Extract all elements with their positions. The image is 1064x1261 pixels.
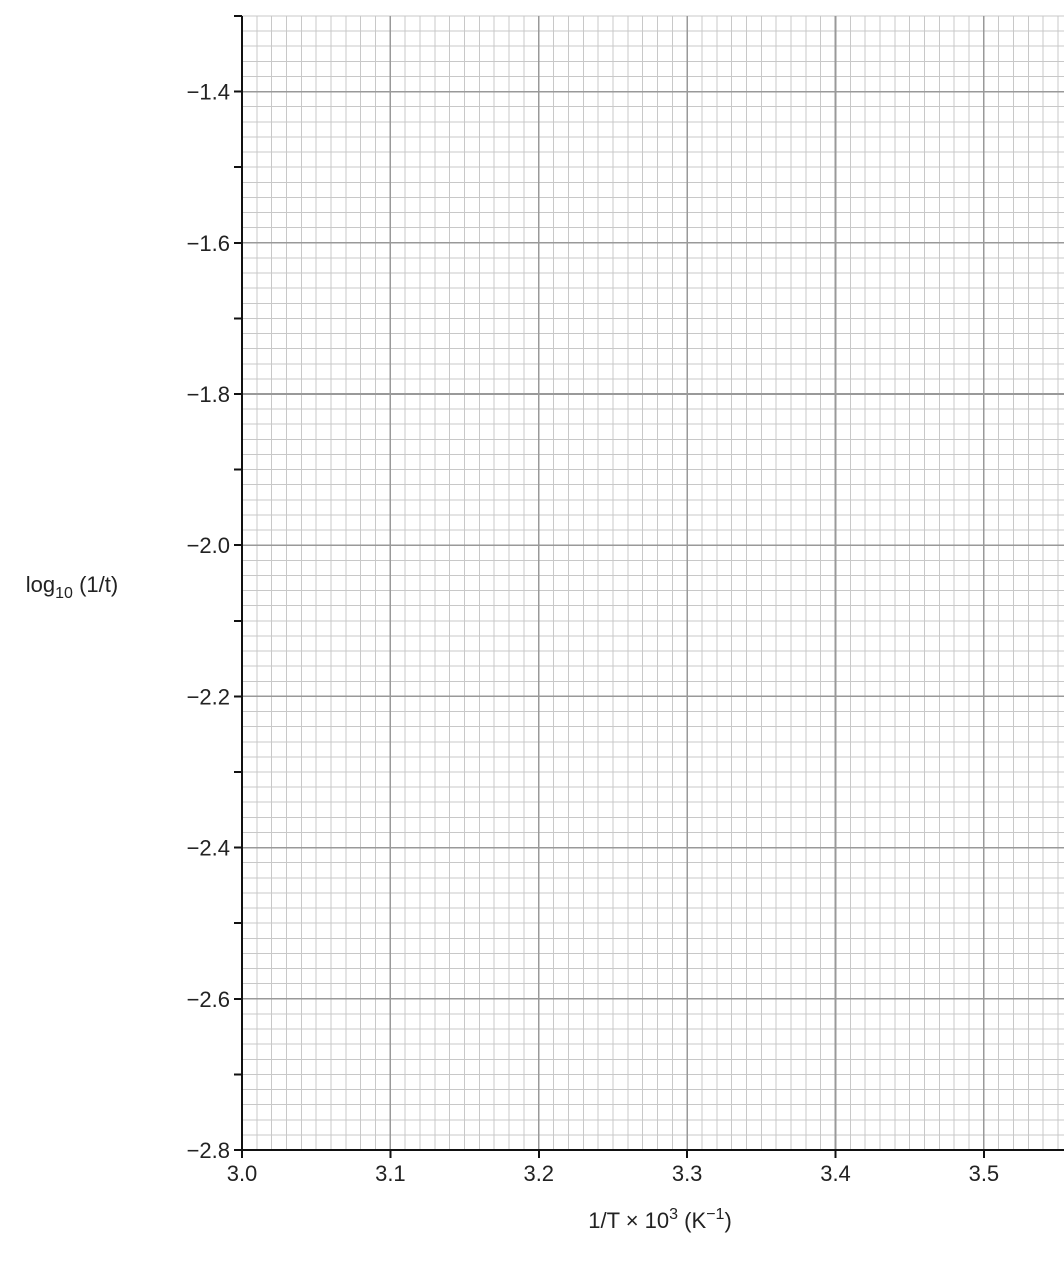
x-tick-label: 3.4	[820, 1161, 851, 1186]
y-tick-labels: −1.4 −1.6 −1.8 −2.0 −2.2 −2.4 −2.6 −2.8	[187, 80, 230, 1163]
x-tick-labels: 3.0 3.1 3.2 3.3 3.4 3.5	[227, 1161, 999, 1186]
y-axis-label: log10 (1/t)	[26, 572, 118, 602]
y-tick-label: −1.8	[187, 382, 230, 407]
y-tick-label: −2.0	[187, 533, 230, 558]
y-tick-label: −1.6	[187, 231, 230, 256]
tick-marks	[234, 15, 985, 1158]
y-tick-label: −2.8	[187, 1138, 230, 1163]
x-tick-label: 3.3	[672, 1161, 703, 1186]
y-tick-label: −2.6	[187, 987, 230, 1012]
y-tick-label: −2.4	[187, 836, 230, 861]
x-axis-label: 1/T × 103 (K−1)	[588, 1206, 732, 1233]
x-tick-label: 3.2	[523, 1161, 554, 1186]
axes	[240, 16, 1064, 1152]
y-tick-label: −1.4	[187, 80, 230, 105]
y-tick-label: −2.2	[187, 684, 230, 709]
major-grid	[242, 16, 1064, 1150]
x-tick-label: 3.0	[227, 1161, 258, 1186]
x-tick-label: 3.1	[375, 1161, 406, 1186]
minor-grid	[242, 15, 1064, 1150]
x-tick-label: 3.5	[969, 1161, 1000, 1186]
